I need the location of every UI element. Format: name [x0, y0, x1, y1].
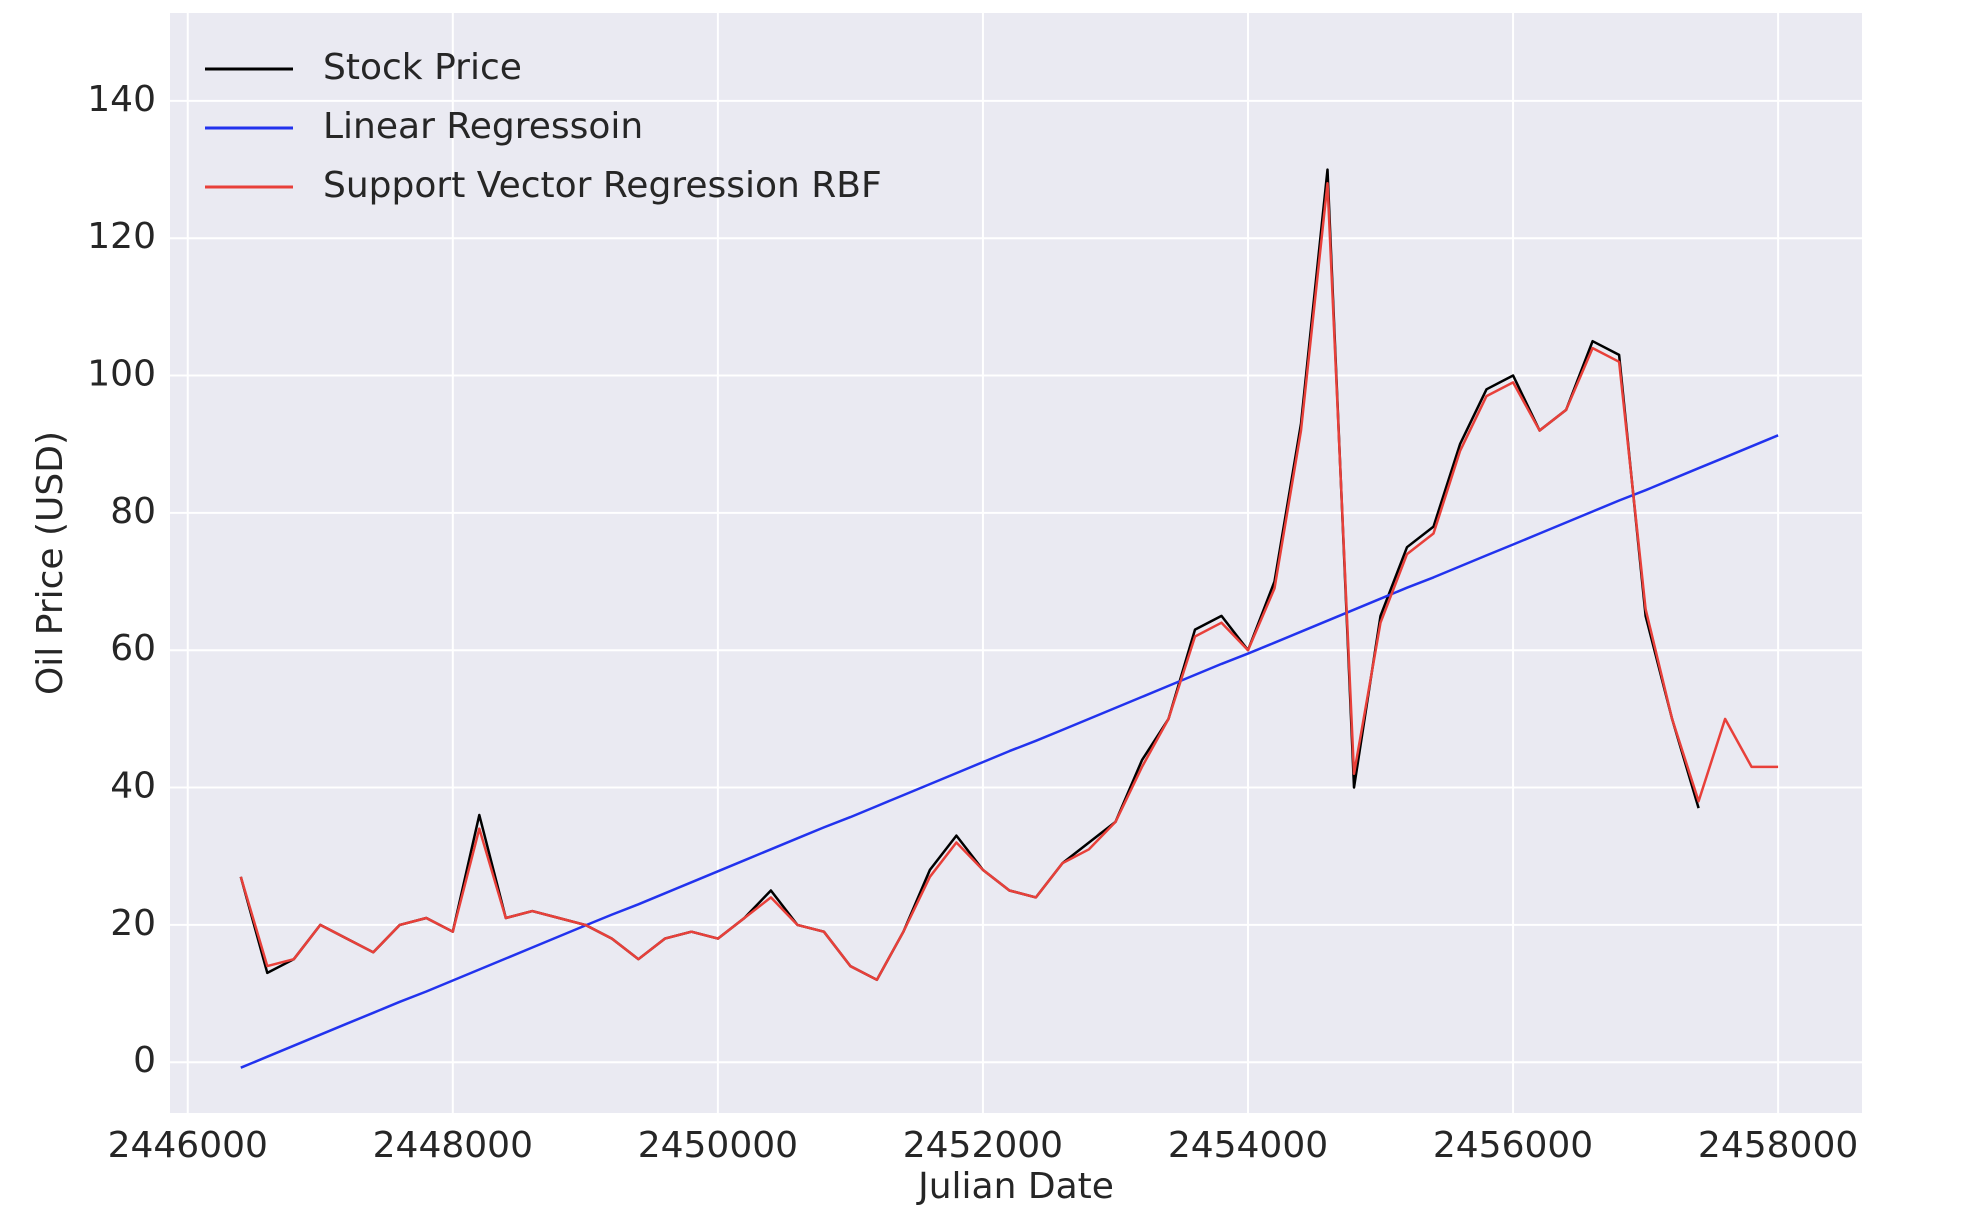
y-tick-label: 20: [110, 903, 156, 944]
y-tick-label: 120: [87, 216, 156, 257]
legend-label: Support Vector Regression RBF: [323, 165, 882, 206]
y-axis-label: Oil Price (USD): [30, 431, 71, 695]
y-tick-label: 100: [87, 354, 156, 395]
x-tick-label: 2456000: [1433, 1125, 1593, 1166]
x-tick-label: 2452000: [903, 1125, 1063, 1166]
line-series: [239, 182, 1779, 982]
y-tick-label: 80: [110, 491, 156, 532]
y-tick-label: 60: [110, 628, 156, 669]
x-tick-label: 2454000: [1168, 1125, 1328, 1166]
y-tick-label: 40: [110, 766, 156, 807]
x-axis-label: Julian Date: [916, 1166, 1114, 1207]
x-tick-label: 2458000: [1698, 1125, 1858, 1166]
line-series: [240, 434, 1779, 1069]
y-tick-label: 0: [133, 1040, 156, 1081]
x-tick-label: 2450000: [638, 1125, 798, 1166]
legend-label: Linear Regressoin: [323, 106, 643, 147]
y-tick-label: 140: [87, 79, 156, 120]
x-tick-label: 2446000: [108, 1125, 268, 1166]
x-tick-label: 2448000: [373, 1125, 533, 1166]
line-series: [239, 168, 1700, 982]
legend-label: Stock Price: [323, 47, 522, 88]
